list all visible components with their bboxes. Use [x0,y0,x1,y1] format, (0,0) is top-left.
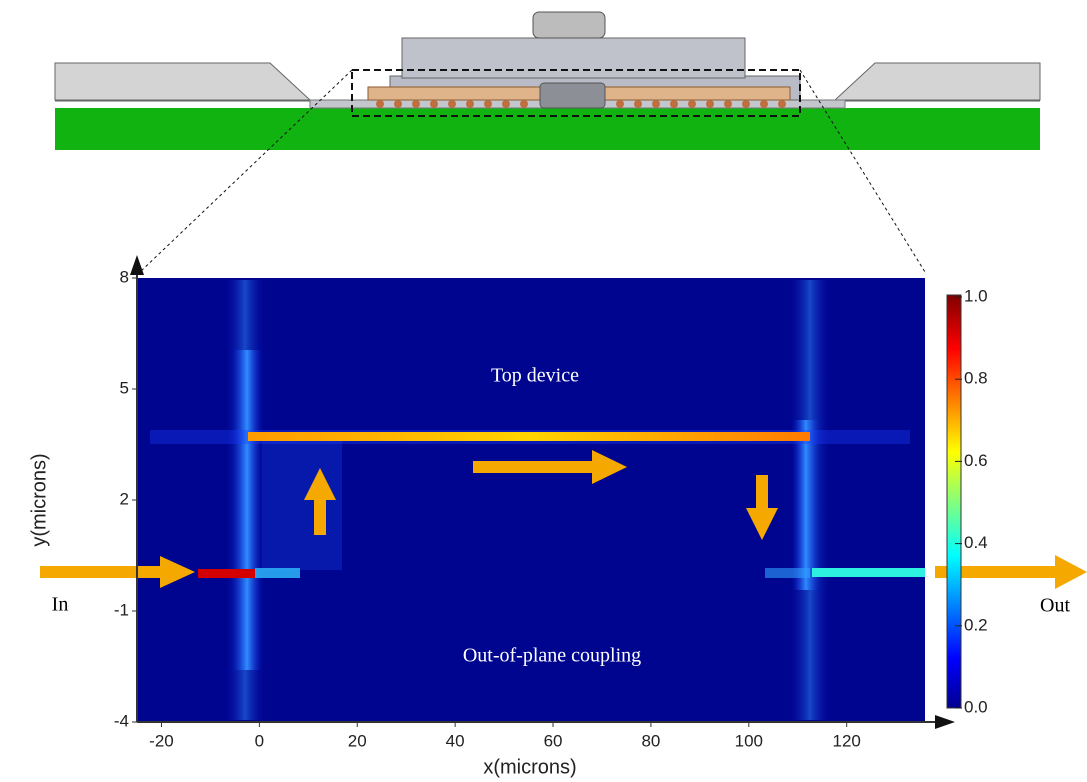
annotation: In [52,594,69,616]
field-map [137,278,925,722]
colorbar-tick-label: 0.8 [964,369,988,388]
package-diagram [54,11,1041,273]
x-tick-label: 60 [544,731,563,750]
x-tick-label: 0 [255,731,264,750]
y-tick-label: 2 [120,489,129,508]
colorbar [946,294,962,709]
colorbar-tick-label: 0.6 [964,451,988,470]
x-tick-label: 100 [735,731,763,750]
y-tick-label: 5 [120,378,129,397]
colorbar-tick-label: 0.2 [964,615,988,634]
y-tick-label: 8 [120,267,129,286]
y-tick-label: -1 [114,600,129,619]
annotation: Out [1040,595,1070,617]
annotation: Out-of-plane coupling [463,645,641,667]
annotation: Top device [491,365,579,387]
x-tick-label: 120 [833,731,861,750]
y-axis-label: y(microns) [28,453,50,546]
x-tick-label: 40 [446,731,465,750]
flow-arrows [40,450,1087,589]
y-tick-label: -4 [114,711,129,730]
colorbar-tick-label: 0.0 [964,697,988,716]
x-tick-label: 80 [641,731,660,750]
x-tick-label: 20 [348,731,367,750]
x-axis-label: x(microns) [483,756,576,778]
colorbar-tick-label: 0.4 [964,533,988,552]
axes [130,255,955,729]
x-tick-label: -20 [149,731,174,750]
colorbar-tick-label: 1.0 [964,286,988,305]
